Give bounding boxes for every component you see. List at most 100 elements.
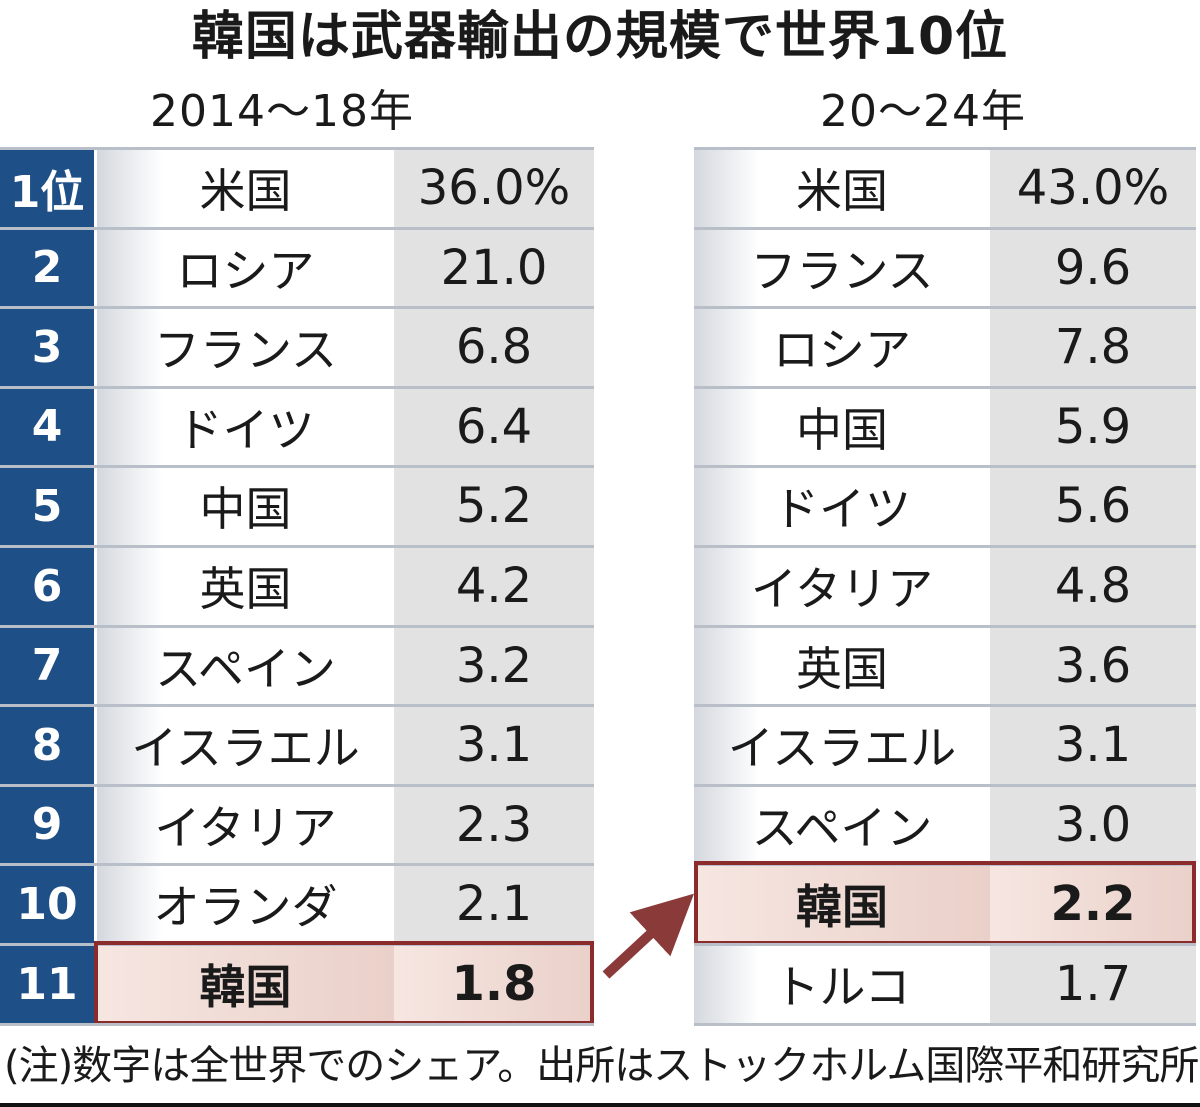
table-row: 8 イスラエル 3.1: [0, 705, 594, 785]
share-value-cell: 3.6: [990, 626, 1196, 705]
country-cell: 米国: [94, 149, 394, 227]
share-value-cell: 5.6: [990, 467, 1196, 546]
row-separator: [0, 783, 594, 787]
country-cell: フランス: [94, 308, 394, 387]
row-separator: [694, 783, 1196, 787]
row-separator: [694, 863, 1196, 867]
table-row: トルコ 1.7: [694, 944, 1196, 1024]
share-value-cell: 5.9: [990, 387, 1196, 466]
table-row: 6 英国 4.2: [0, 546, 594, 626]
country-cell: 韓国: [94, 945, 394, 1023]
country-cell: スペイン: [694, 785, 990, 864]
table-row: 韓国 2.2: [694, 864, 1196, 944]
row-separator: [0, 147, 594, 150]
rank-cell: 2: [0, 228, 94, 307]
rank-cell: 1位: [0, 149, 94, 227]
table-row: 中国 5.9: [694, 387, 1196, 467]
row-separator: [0, 624, 594, 628]
arrow-line: [602, 893, 695, 979]
share-value-cell: 5.2: [394, 467, 594, 546]
row-separator: [0, 943, 594, 946]
country-cell: イタリア: [694, 547, 990, 625]
share-value-cell: 2.3: [394, 785, 594, 864]
rank-cell: 5: [0, 467, 94, 546]
country-cell: オランダ: [94, 865, 394, 944]
country-cell: 英国: [694, 626, 990, 705]
country-cell: ドイツ: [694, 467, 990, 546]
table-row: 3 フランス 6.8: [0, 307, 594, 387]
row-separator: [0, 704, 594, 708]
ranking-table-2014-18: 1位 米国 36.0% 2 ロシア 21.0 3 フランス 6.8 4 ドイツ 6.4 5 中国 5.2 6 英…: [0, 147, 594, 1026]
table-row: ドイツ 5.6: [694, 466, 1196, 546]
country-cell: イスラエル: [94, 706, 394, 785]
country-cell: ドイツ: [94, 387, 394, 466]
table-row: ロシア 7.8: [694, 307, 1196, 387]
table-row: 7 スペイン 3.2: [0, 626, 594, 706]
table-row: 4 ドイツ 6.4: [0, 387, 594, 467]
share-value-cell: 43.0%: [990, 149, 1196, 227]
table-row: スペイン 3.0: [694, 785, 1196, 865]
row-separator: [0, 306, 594, 310]
country-cell: トルコ: [694, 945, 990, 1023]
share-value-cell: 9.6: [990, 228, 1196, 307]
share-value-cell: 4.8: [990, 547, 1196, 625]
row-separator: [0, 1022, 594, 1026]
row-separator: [694, 943, 1196, 946]
period-label-right: 20～24年: [820, 86, 1026, 137]
table-row: イスラエル 3.1: [694, 705, 1196, 785]
table-row: 11 韓国 1.8: [0, 944, 594, 1024]
share-value-cell: 1.7: [990, 945, 1196, 1023]
row-separator: [694, 465, 1196, 469]
country-cell: ロシア: [694, 308, 990, 387]
row-separator: [0, 465, 594, 469]
table-row: 英国 3.6: [694, 626, 1196, 706]
table-row: 米国 43.0%: [694, 148, 1196, 228]
row-separator: [694, 624, 1196, 628]
row-separator: [694, 306, 1196, 310]
table-row: 5 中国 5.2: [0, 466, 594, 546]
country-cell: イスラエル: [694, 706, 990, 785]
rank-cell: 9: [0, 785, 94, 864]
share-value-cell: 7.8: [990, 308, 1196, 387]
country-cell: スペイン: [94, 626, 394, 705]
rank-cell: 4: [0, 387, 94, 466]
row-separator: [694, 385, 1196, 389]
row-separator: [0, 226, 594, 230]
share-value-cell: 6.8: [394, 308, 594, 387]
row-separator: [694, 226, 1196, 230]
bottom-rule: [0, 1103, 1200, 1107]
share-value-cell: 3.0: [990, 785, 1196, 864]
rank-cell: 3: [0, 308, 94, 387]
country-cell: 中国: [694, 387, 990, 466]
country-cell: 英国: [94, 547, 394, 625]
table-row: フランス 9.6: [694, 228, 1196, 308]
country-cell: フランス: [694, 228, 990, 307]
share-value-cell: 2.2: [990, 865, 1196, 944]
rank-cell: 11: [0, 945, 94, 1023]
footnote: (注)数字は全世界でのシェア。出所はストックホルム国際平和研究所: [4, 1043, 1199, 1089]
share-value-cell: 6.4: [394, 387, 594, 466]
row-separator: [0, 385, 594, 389]
row-separator: [0, 863, 594, 867]
row-separator: [694, 1022, 1196, 1026]
country-cell: イタリア: [94, 785, 394, 864]
share-value-cell: 3.1: [990, 706, 1196, 785]
row-separator: [694, 147, 1196, 150]
share-value-cell: 36.0%: [394, 149, 594, 227]
rank-cell: 10: [0, 865, 94, 944]
row-separator: [0, 545, 594, 548]
share-value-cell: 3.2: [394, 626, 594, 705]
country-cell: 中国: [94, 467, 394, 546]
rank-cell: 6: [0, 547, 94, 625]
ranking-table-20-24: 米国 43.0% フランス 9.6 ロシア 7.8 中国 5.9 ドイツ 5.6 イタリア 4.8 英国…: [694, 147, 1196, 1026]
chart-title: 韓国は武器輸出の規模で世界10位: [191, 7, 1009, 67]
share-value-cell: 4.2: [394, 547, 594, 625]
rank-cell: 8: [0, 706, 94, 785]
table-row: イタリア 4.8: [694, 546, 1196, 626]
country-cell: 韓国: [694, 865, 990, 944]
period-label-left: 2014～18年: [150, 86, 414, 137]
country-cell: 米国: [694, 149, 990, 227]
row-separator: [694, 545, 1196, 548]
table-row: 2 ロシア 21.0: [0, 228, 594, 308]
share-value-cell: 3.1: [394, 706, 594, 785]
